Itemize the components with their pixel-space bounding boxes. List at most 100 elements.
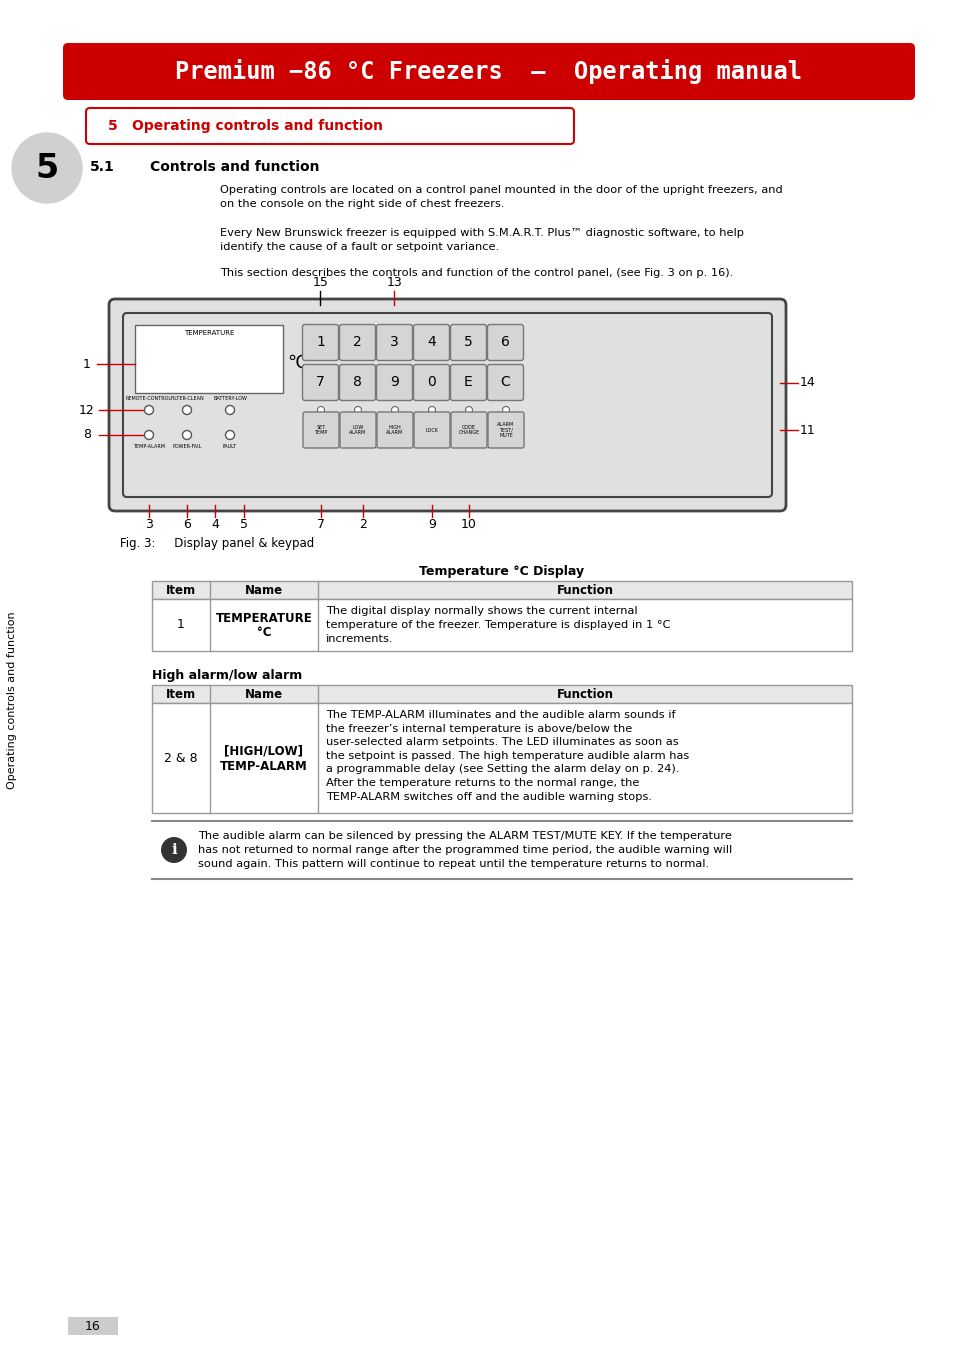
Text: Every New Brunswick freezer is equipped with S.M.A.R.T. Plus™ diagnostic softwar: Every New Brunswick freezer is equipped … [220,228,743,252]
Text: REMOTE-CONTROL: REMOTE-CONTROL [126,397,172,401]
FancyBboxPatch shape [451,412,486,448]
FancyBboxPatch shape [376,324,412,360]
Text: 2: 2 [353,336,361,350]
Circle shape [144,405,153,414]
Text: 9: 9 [428,518,436,532]
Text: 0: 0 [427,375,436,390]
Text: ℃: ℃ [287,354,307,373]
Text: i: i [171,842,176,857]
Text: POWER-FAIL: POWER-FAIL [172,444,201,450]
FancyBboxPatch shape [450,324,486,360]
FancyBboxPatch shape [339,412,375,448]
Text: TEMPERATURE: TEMPERATURE [184,329,233,336]
Circle shape [502,406,509,413]
Text: E: E [464,375,473,390]
FancyBboxPatch shape [123,313,771,497]
Text: Function: Function [556,687,613,701]
Bar [152,684,851,703]
Text: TEMP-ALARM: TEMP-ALARM [220,760,308,772]
Text: TEMPERATURE: TEMPERATURE [215,612,312,625]
FancyBboxPatch shape [487,324,523,360]
Text: ALARM
TEST/
MUTE: ALARM TEST/ MUTE [497,423,514,439]
Text: 12: 12 [79,404,94,417]
FancyBboxPatch shape [450,364,486,401]
Circle shape [12,134,82,202]
Text: 6: 6 [500,336,510,350]
Circle shape [161,837,187,863]
Text: LOW
ALARM: LOW ALARM [349,425,366,435]
FancyBboxPatch shape [63,43,914,100]
Text: 7: 7 [315,375,325,390]
Text: 13: 13 [386,277,402,289]
FancyBboxPatch shape [86,108,574,144]
Text: FAULT: FAULT [223,444,237,450]
Text: 4: 4 [427,336,436,350]
Text: The audible alarm can be silenced by pressing the ALARM TEST/MUTE KEY. If the te: The audible alarm can be silenced by pre… [198,832,732,869]
Text: TEMP-ALARM: TEMP-ALARM [132,444,165,450]
FancyBboxPatch shape [376,412,413,448]
FancyBboxPatch shape [488,412,523,448]
Text: 3: 3 [145,518,152,532]
Text: 1: 1 [177,618,185,632]
FancyBboxPatch shape [109,298,785,512]
Text: Name: Name [245,583,283,597]
Bar [152,599,851,651]
Text: Operating controls and function: Operating controls and function [7,612,17,788]
Text: CODE
CHANGE: CODE CHANGE [458,425,479,435]
FancyBboxPatch shape [413,364,449,401]
Circle shape [317,406,324,413]
Text: HIGH
ALARM: HIGH ALARM [386,425,403,435]
Text: 6: 6 [183,518,191,532]
Text: BATTERY-LOW: BATTERY-LOW [213,397,247,401]
Text: High alarm/low alarm: High alarm/low alarm [152,670,302,682]
Text: 15: 15 [313,277,328,289]
Text: Function: Function [556,583,613,597]
Text: 14: 14 [800,377,815,389]
Bar [135,325,283,393]
Text: Controls and function: Controls and function [150,161,319,174]
Text: The TEMP-ALARM illuminates and the audible alarm sounds if
the freezer’s interna: The TEMP-ALARM illuminates and the audib… [326,710,688,802]
Text: Name: Name [245,687,283,701]
Text: 8: 8 [353,375,361,390]
Text: Temperature °C Display: Temperature °C Display [419,566,584,578]
Circle shape [225,405,234,414]
FancyBboxPatch shape [376,364,412,401]
Text: 5: 5 [464,336,473,350]
Text: 8: 8 [83,428,91,441]
Text: LOCK: LOCK [425,428,438,432]
Text: 5: 5 [108,119,117,134]
Text: 5: 5 [240,518,248,532]
FancyBboxPatch shape [487,364,523,401]
FancyBboxPatch shape [413,324,449,360]
Text: 1: 1 [83,358,91,370]
Text: Item: Item [166,583,196,597]
Circle shape [225,431,234,440]
Text: [HIGH/LOW]: [HIGH/LOW] [224,744,303,757]
Text: 16: 16 [85,1320,101,1334]
Circle shape [144,431,153,440]
Text: Operating controls and function: Operating controls and function [132,119,382,134]
Text: 5.1: 5.1 [90,161,114,174]
FancyBboxPatch shape [302,324,338,360]
Text: Operating controls are located on a control panel mounted in the door of the upr: Operating controls are located on a cont… [220,185,781,209]
Text: SET
TEMP: SET TEMP [314,425,327,435]
FancyBboxPatch shape [339,324,375,360]
Text: 5: 5 [35,151,58,185]
Text: 9: 9 [390,375,398,390]
FancyBboxPatch shape [302,364,338,401]
Text: FILTER-CLEAN: FILTER-CLEAN [170,397,204,401]
Text: 10: 10 [460,518,476,532]
FancyBboxPatch shape [414,412,450,448]
Circle shape [428,406,435,413]
Text: 4: 4 [211,518,218,532]
Text: This section describes the controls and function of the control panel, (see Fig.: This section describes the controls and … [220,269,733,278]
Circle shape [182,405,192,414]
FancyBboxPatch shape [339,364,375,401]
FancyBboxPatch shape [303,412,338,448]
Text: The digital display normally shows the current internal
temperature of the freez: The digital display normally shows the c… [326,606,670,644]
Text: Premium −86 °C Freezers  —  Operating manual: Premium −86 °C Freezers — Operating manu… [175,59,801,84]
Text: 2 & 8: 2 & 8 [164,752,197,764]
Text: 11: 11 [800,424,815,436]
Circle shape [391,406,398,413]
Circle shape [182,431,192,440]
